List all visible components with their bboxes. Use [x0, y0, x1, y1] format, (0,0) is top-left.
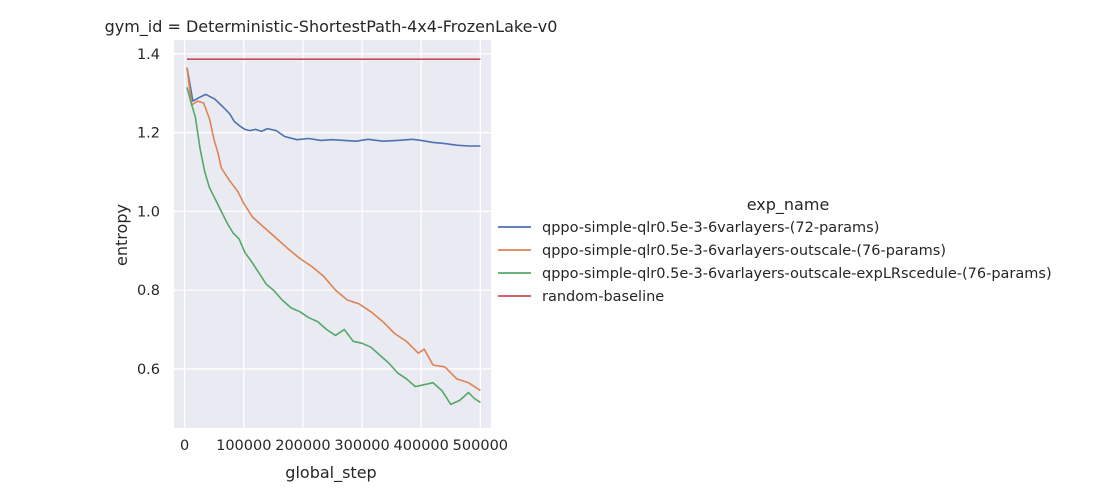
x-tick-labels: 0 100000 200000 300000 400000 500000: [180, 438, 508, 454]
legend-item: qppo-simple-qlr0.5e-3-6varlayers-outscal…: [498, 243, 946, 259]
legend-item: qppo-simple-qlr0.5e-3-6varlayers-(72-par…: [498, 220, 879, 236]
y-tick-label: 0.8: [137, 283, 160, 299]
legend-item: random-baseline: [498, 289, 664, 305]
x-tick-label: 100000: [216, 438, 271, 454]
y-axis-label: entropy: [112, 204, 131, 266]
y-tick-label: 1.2: [137, 126, 160, 142]
legend-title: exp_name: [747, 195, 830, 215]
y-tick-label: 1.0: [137, 204, 160, 220]
x-tick-label: 200000: [275, 438, 330, 454]
y-tick-label: 1.4: [137, 47, 160, 63]
y-tick-labels: 0.6 0.8 1.0 1.2 1.4: [137, 47, 160, 378]
x-axis-label: global_step: [285, 463, 376, 483]
y-tick-label: 0.6: [137, 362, 160, 378]
plot-area: [174, 40, 491, 428]
x-tick-label: 400000: [394, 438, 449, 454]
legend-label: qppo-simple-qlr0.5e-3-6varlayers-outscal…: [542, 266, 1052, 282]
series-line-2: [186, 67, 481, 392]
x-tick-label: 500000: [453, 438, 508, 454]
legend-label: qppo-simple-qlr0.5e-3-6varlayers-outscal…: [542, 243, 946, 259]
legend-label: random-baseline: [542, 289, 664, 305]
legend: qppo-simple-qlr0.5e-3-6varlayers-(72-par…: [498, 220, 1052, 305]
series-line-3: [186, 87, 481, 406]
legend-item: qppo-simple-qlr0.5e-3-6varlayers-outscal…: [498, 266, 1052, 282]
legend-label: qppo-simple-qlr0.5e-3-6varlayers-(72-par…: [542, 220, 879, 236]
series-line-1: [186, 67, 481, 147]
grid-lines: [174, 40, 491, 428]
series-lines: [186, 58, 481, 406]
chart-title: gym_id = Deterministic-ShortestPath-4x4-…: [105, 17, 558, 37]
x-tick-label: 300000: [334, 438, 389, 454]
x-tick-label: 0: [180, 438, 189, 454]
